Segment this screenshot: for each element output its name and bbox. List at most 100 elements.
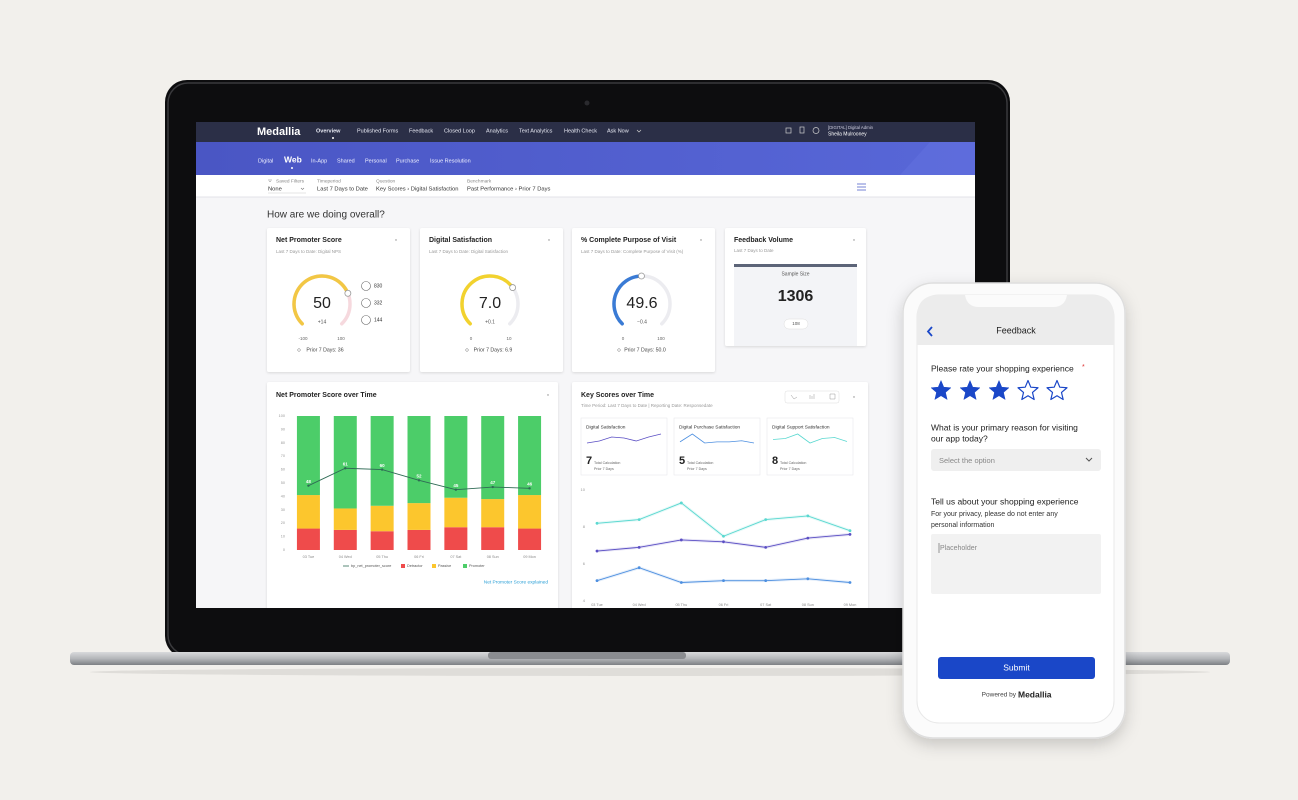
x-tick-label: 05 Thu [675, 603, 687, 607]
gauge-prior: Prior 7 Days: 6.9 [474, 347, 513, 353]
y-tick-label: 70 [281, 454, 285, 458]
nav-item[interactable]: Overview [316, 128, 341, 134]
score-point [637, 566, 641, 570]
nav-item[interactable]: Health Check [564, 128, 597, 134]
smiley [361, 315, 371, 325]
phone-title: Feedback [996, 325, 1036, 335]
tab[interactable]: Issue Resolution [430, 158, 471, 164]
filter-value[interactable]: None [268, 187, 282, 193]
rating-star[interactable] [1017, 379, 1039, 401]
rating-star[interactable] [930, 380, 952, 400]
y-tick-label: 30 [281, 508, 285, 512]
nps-point [344, 467, 347, 470]
y-tick-label: 100 [279, 414, 285, 418]
tab[interactable]: Purchase [396, 158, 419, 164]
bar-segment [407, 529, 431, 550]
bar-segment [407, 503, 431, 530]
download-icon[interactable] [785, 127, 792, 134]
bar-segment [481, 416, 505, 500]
nav-item[interactable]: Text Analytics [519, 128, 553, 134]
x-tick-label: 03 Tue [591, 603, 603, 607]
summary-prior: Prior 7 Days [594, 467, 614, 471]
user-icon[interactable] [812, 127, 820, 134]
score-point [679, 581, 683, 584]
question: Please rate your shopping experience [931, 363, 1074, 373]
rating-star[interactable] [959, 380, 981, 400]
select[interactable] [931, 449, 1101, 471]
textarea[interactable] [931, 534, 1101, 594]
nps-label: 60 [380, 463, 386, 468]
nav-item[interactable]: Published Forms [357, 128, 399, 134]
x-tick-label: 06 Fri [719, 603, 729, 607]
bar-segment [444, 527, 468, 550]
bar-segment [518, 528, 542, 550]
tab[interactable]: In-App [311, 158, 327, 164]
x-tick-label: 05 Thu [376, 555, 388, 559]
card-title: Net Promoter Score over Time [276, 392, 377, 399]
nav-item[interactable]: Analytics [486, 128, 508, 134]
question: our app today? [931, 433, 988, 443]
nps-label: 46 [527, 482, 533, 487]
pin-icon [465, 348, 469, 352]
nps-label: 47 [490, 480, 496, 485]
gauge-arc [460, 274, 515, 326]
bar-segment [518, 416, 542, 496]
y-tick-label: 10 [581, 487, 586, 492]
bar-segment [481, 499, 505, 528]
submit-button[interactable] [938, 657, 1095, 679]
sparkline [772, 433, 848, 444]
tab[interactable]: Digital [258, 158, 273, 164]
phone: Feedback Please rate your shopping exper… [902, 282, 1126, 739]
bookmark-icon[interactable] [799, 126, 805, 134]
nps-point [454, 488, 458, 491]
tab[interactable]: Personal [365, 158, 387, 164]
x-tick-label: 09 Mon [523, 555, 536, 559]
gauge-max: 10 [506, 336, 512, 341]
gauge-max: 100 [657, 336, 665, 341]
filter-value[interactable]: Key Scores › Digital Satisfaction [376, 187, 458, 193]
score-point [764, 518, 768, 521]
gauge-max: 100 [337, 336, 345, 341]
volume-label: Sample Size [781, 271, 809, 277]
back-button[interactable] [926, 326, 933, 337]
summary-caption: Total Calculation [687, 461, 713, 465]
card [420, 228, 563, 372]
summary-caption: Total Calculation [780, 461, 806, 465]
volume-panel [734, 264, 857, 346]
nav-item[interactable]: Feedback [409, 128, 433, 134]
powered-brand: Medallia [1018, 689, 1052, 699]
tab-active[interactable]: Web [284, 154, 302, 164]
filter-label: Timeperiod [317, 178, 341, 184]
phone-header [917, 295, 1114, 345]
filter-value[interactable]: Last 7 Days to Date [317, 187, 368, 193]
tab[interactable]: Shared [337, 158, 355, 164]
card-title: % Complete Purpose of Visit [581, 237, 677, 244]
filter-value[interactable]: Past Performance › Prior 7 Days [467, 187, 551, 193]
nps-label: 48 [306, 479, 312, 484]
nav-item[interactable]: Closed Loop [444, 128, 475, 134]
card [267, 228, 410, 372]
nps-count: 332 [374, 300, 383, 306]
score-point [679, 501, 683, 505]
link[interactable]: Net Promoter Score explained [484, 579, 549, 585]
nps-count: 830 [374, 283, 383, 289]
score-point [595, 579, 599, 583]
card-subtitle: Last 7 Days to Date: Digital Satisfactio… [429, 249, 509, 254]
summary-value: 8 [772, 455, 778, 467]
x-tick-label: 08 Sun [487, 555, 499, 559]
nav-item[interactable]: Ask Now [607, 128, 629, 134]
filter-label: Question [376, 178, 396, 184]
filter-bar [196, 175, 975, 197]
gauge-value: 7.0 [479, 295, 501, 312]
score-point [764, 545, 768, 549]
legend-label: Promoter [469, 564, 485, 568]
rating-star[interactable] [988, 380, 1010, 400]
settings-icon[interactable] [857, 183, 866, 191]
nps-point [380, 468, 384, 471]
score-point [722, 540, 725, 544]
bar-segment [333, 508, 357, 530]
screen: Medallia Overview Published Forms Feedba… [196, 122, 975, 608]
rating-star[interactable] [1046, 379, 1068, 401]
score-point [595, 521, 599, 525]
nps-point [528, 487, 531, 490]
